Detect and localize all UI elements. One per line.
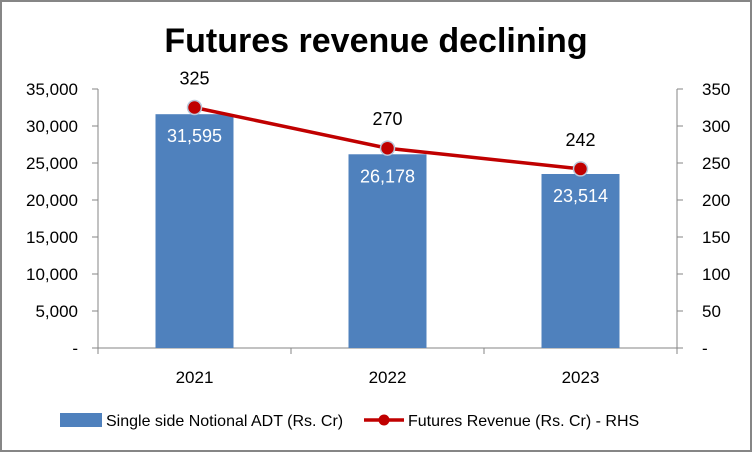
x-axis-tick-label: 2021 — [176, 368, 214, 387]
bar-data-label: 31,595 — [167, 126, 222, 146]
left-axis-tick-label: 15,000 — [26, 228, 78, 247]
bar — [348, 154, 427, 348]
legend-line-marker — [378, 414, 390, 426]
left-axis-tick-label: 20,000 — [26, 191, 78, 210]
x-axis-tick-label: 2022 — [369, 368, 407, 387]
line-marker — [572, 161, 589, 177]
right-axis-tick-label: 150 — [702, 228, 730, 247]
legend-line-label: Futures Revenue (Rs. Cr) - RHS — [408, 413, 639, 430]
right-axis-tick-label: - — [702, 339, 708, 358]
bar-data-label: 23,514 — [553, 186, 608, 206]
chart-title: Futures revenue declining — [164, 22, 587, 60]
line-data-label: 242 — [565, 130, 595, 150]
bar-series: 31,595 26,178 23,514 — [155, 114, 620, 349]
left-axis-tick-label: 10,000 — [26, 265, 78, 284]
left-axis-tick-label: 30,000 — [26, 117, 78, 136]
legend: Single side Notional ADT (Rs. Cr) Futures… — [60, 413, 639, 430]
right-axis-tick-label: 300 — [702, 117, 730, 136]
left-axis-tick-label: - — [72, 339, 78, 358]
right-axis-tick-label: 100 — [702, 265, 730, 284]
legend-bar-swatch — [60, 413, 102, 427]
bar — [155, 114, 234, 349]
line-series: 325 270 242 — [179, 69, 596, 177]
line-data-label: 270 — [372, 109, 402, 129]
right-axis-tick-label: 250 — [702, 154, 730, 173]
x-axis-tick-label: 2023 — [562, 368, 600, 387]
bar-data-label: 26,178 — [360, 166, 415, 186]
line-marker — [186, 99, 203, 116]
left-axis-tick-label: 35,000 — [26, 80, 78, 99]
legend-bar-label: Single side Notional ADT (Rs. Cr) — [106, 413, 343, 430]
bar — [541, 173, 620, 348]
left-axis-tick-label: 25,000 — [26, 154, 78, 173]
right-axis-tick-label: 350 — [702, 80, 730, 99]
left-axis-tick-label: 5,000 — [35, 302, 78, 321]
right-axis-tick-label: 50 — [702, 302, 721, 321]
axes: - 5,000 10,000 15,000 20,000 25,000 30,000 35,0… — [26, 80, 730, 387]
line-marker — [379, 140, 396, 156]
right-axis-tick-label: 200 — [702, 191, 730, 210]
line-data-label: 325 — [179, 69, 209, 89]
